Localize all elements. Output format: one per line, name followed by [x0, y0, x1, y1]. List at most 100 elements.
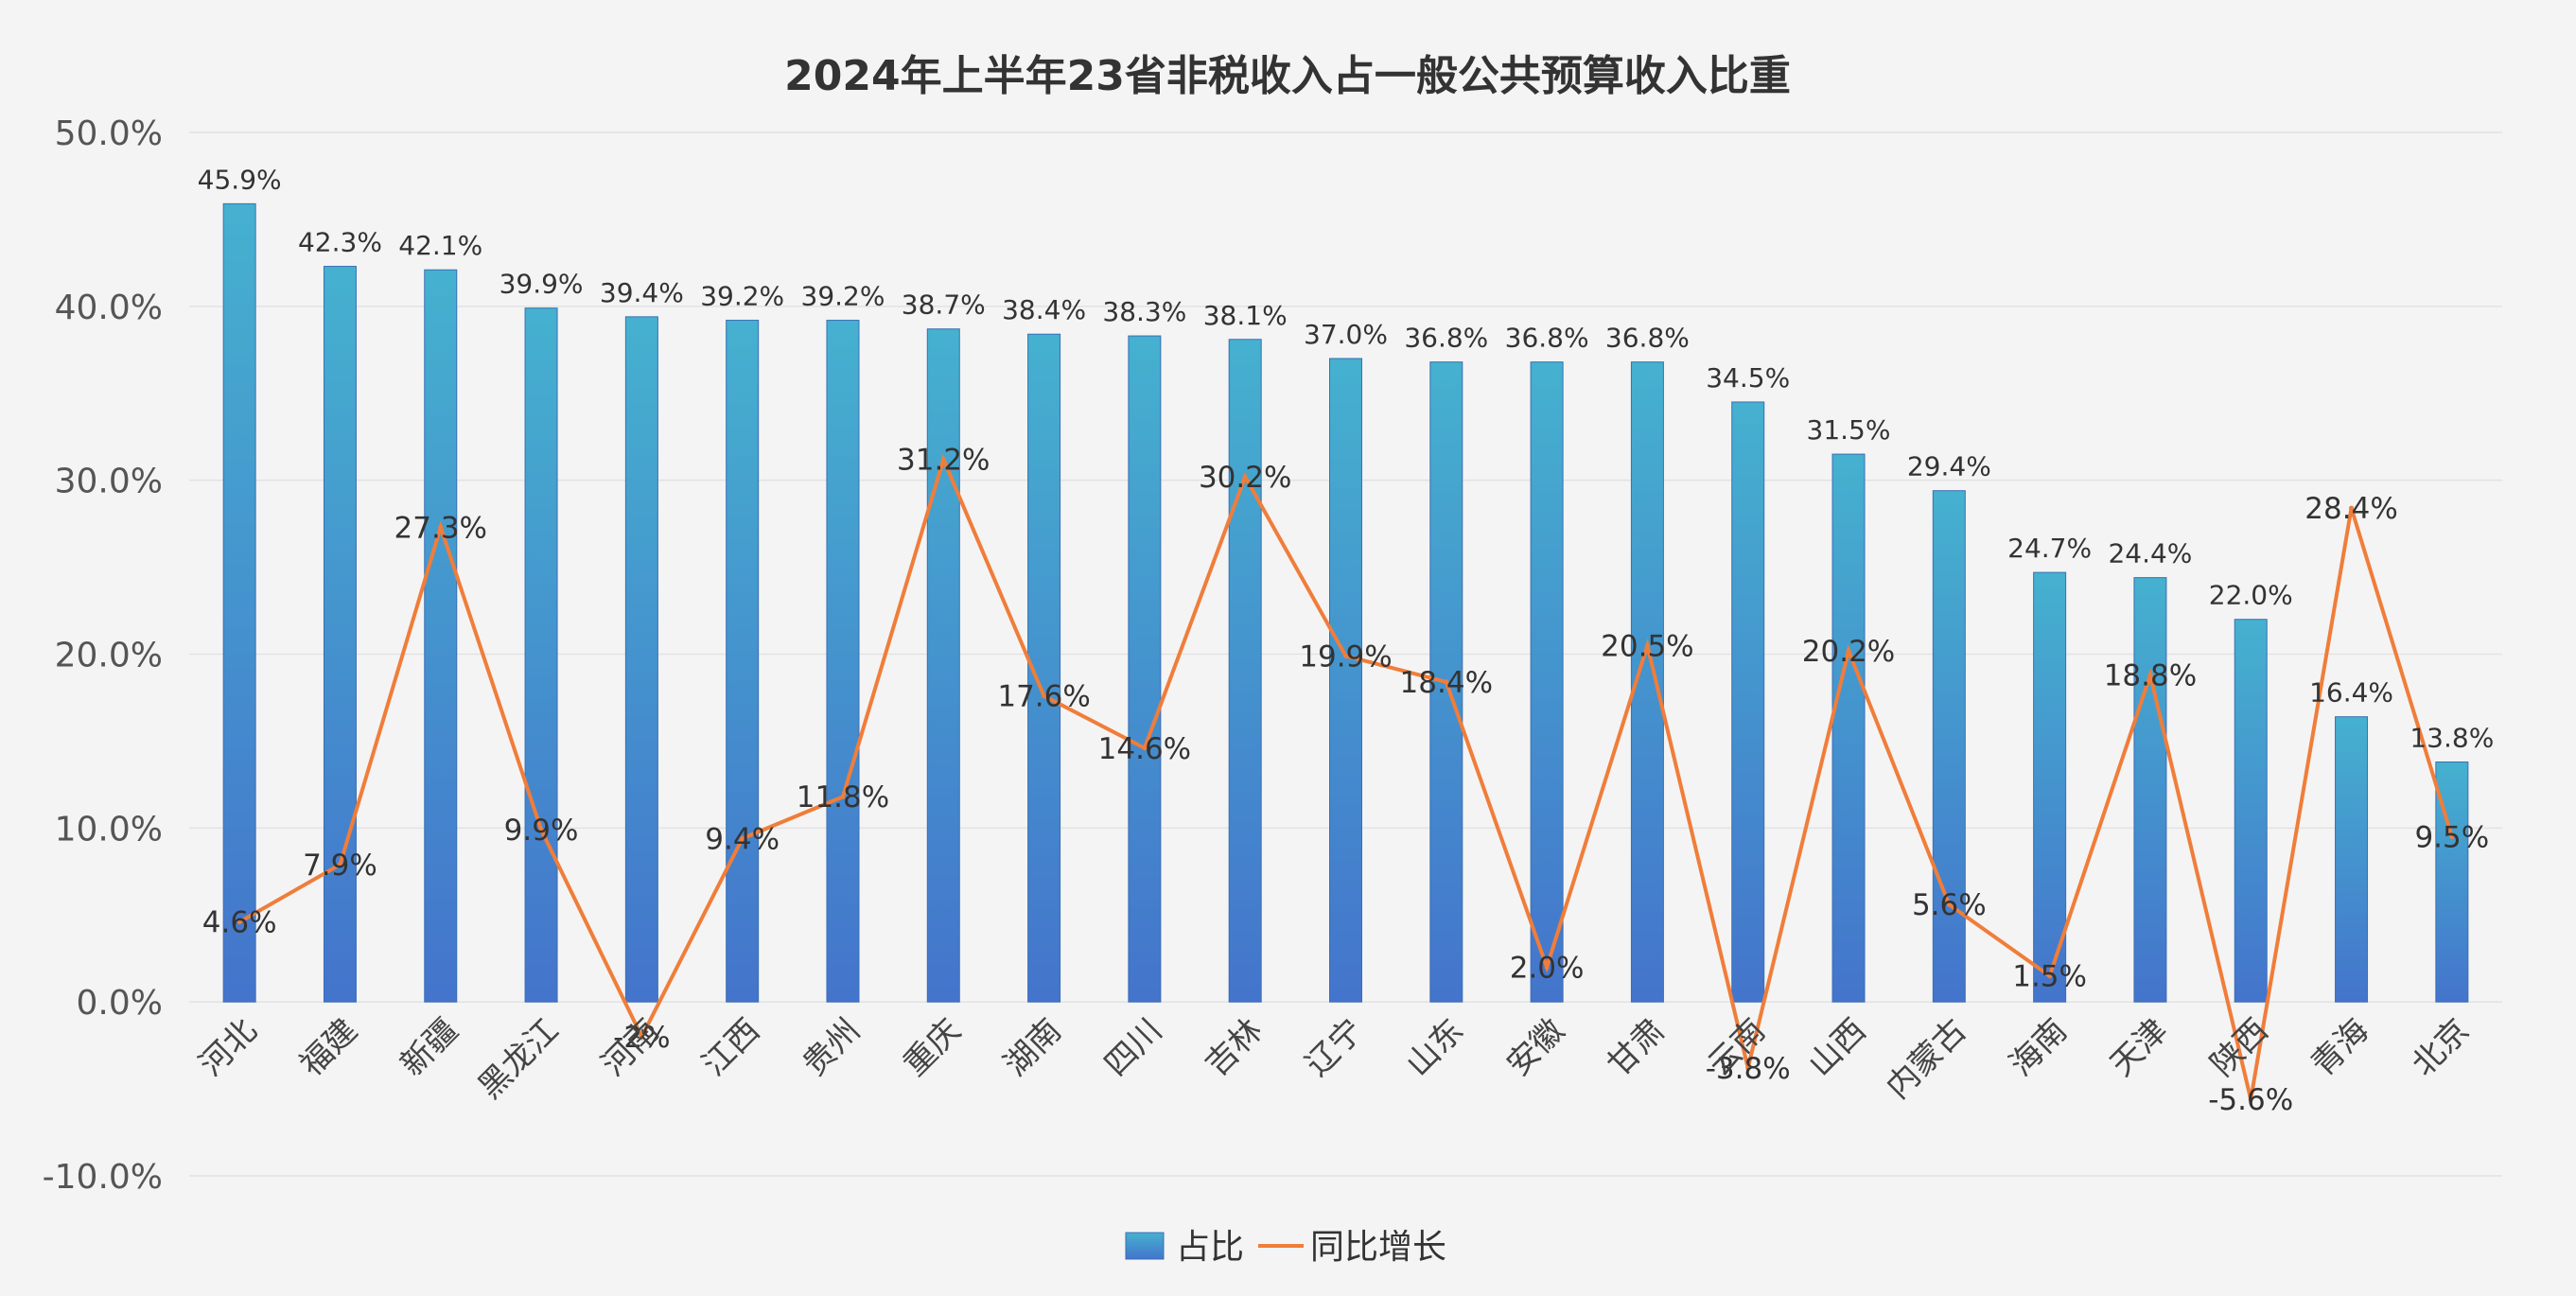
bars — [222, 202, 2469, 1003]
line-data-label: 7.9% — [303, 849, 377, 883]
growth-point — [538, 827, 544, 832]
growth-point — [840, 794, 846, 799]
x-tick-label: 四川 — [1097, 1011, 1169, 1083]
growth-point — [1846, 648, 1851, 654]
x-tick-label: 黑龙江 — [471, 1011, 566, 1106]
bar-data-label: 42.3% — [298, 227, 382, 258]
line-data-label: 18.8% — [2104, 659, 2197, 693]
growth-point — [740, 835, 745, 841]
bar-data-label: 36.8% — [1404, 323, 1488, 354]
growth-point — [438, 524, 444, 530]
bar-data-label: 39.4% — [600, 277, 684, 308]
x-tick-label: 北京 — [2405, 1011, 2477, 1083]
growth-point — [1042, 693, 1047, 699]
y-tick-label: 40.0% — [55, 289, 163, 327]
x-tick-label: 湖南 — [997, 1011, 1069, 1083]
bar-data-label: 16.4% — [2309, 677, 2393, 709]
bar-data-label: 38.3% — [1102, 296, 1186, 327]
bar-data-label: 24.7% — [2007, 533, 2092, 564]
y-tick-label: 10.0% — [55, 810, 163, 849]
bar — [222, 202, 256, 1003]
bar — [826, 320, 860, 1003]
bar-data-label: 38.4% — [1002, 294, 1086, 325]
bar — [2133, 577, 2167, 1003]
bar — [1329, 358, 1362, 1003]
x-tick-label: 内蒙古 — [1879, 1011, 1973, 1106]
bar-data-label: 29.4% — [1907, 451, 1991, 482]
line-data-label: 2.0% — [1510, 951, 1585, 985]
bar — [2335, 716, 2369, 1003]
line-data-label: 19.9% — [1299, 639, 1392, 674]
y-axis-ticks: 50.0% 40.0% 30.0% 20.0% 10.0% 0.0% -10.0% — [43, 114, 163, 1197]
line-data-label: 9.4% — [705, 822, 780, 856]
x-tick-label: 河北 — [192, 1011, 264, 1083]
line-data-label: 9.5% — [2414, 821, 2489, 855]
growth-point — [337, 862, 342, 867]
y-tick-label: -10.0% — [43, 1158, 163, 1197]
bar — [624, 316, 658, 1003]
bar-data-label: 38.1% — [1203, 300, 1288, 331]
y-tick-label: 0.0% — [77, 984, 163, 1023]
y-tick-label: 50.0% — [55, 114, 163, 153]
x-tick-label: 辽宁 — [1298, 1011, 1370, 1083]
bar-data-label: 38.7% — [902, 289, 986, 321]
x-tick-label: 江西 — [695, 1011, 767, 1083]
bar — [1731, 401, 1765, 1003]
y-tick-label: 20.0% — [55, 637, 163, 675]
growth-point — [237, 919, 242, 925]
line-data-label: -5.6% — [2208, 1083, 2293, 1117]
bar-data-label: 39.9% — [499, 269, 584, 300]
growth-point — [2147, 673, 2153, 678]
bar-data-label: 39.2% — [801, 281, 885, 312]
growth-point — [2047, 973, 2053, 979]
bar-data-label: 36.8% — [1505, 323, 1589, 354]
growth-point — [1946, 902, 1952, 907]
bar — [424, 269, 458, 1003]
line-data-label: 20.2% — [1802, 635, 1895, 669]
x-tick-label: 山西 — [1801, 1011, 1873, 1083]
bar — [524, 307, 558, 1003]
line-data-label: -3.8% — [1706, 1052, 1791, 1086]
x-tick-label: 贵州 — [796, 1011, 867, 1083]
bar-labels: 45.9% 42.3% 42.1% 39.9% 39.4% 39.2% 39.2% 38.7%… — [198, 164, 2495, 753]
x-tick-label: 吉林 — [1198, 1011, 1270, 1083]
bar — [726, 320, 760, 1003]
line-data-label: 11.8% — [797, 780, 889, 814]
growth-point — [940, 457, 946, 463]
x-tick-label: 甘肃 — [1600, 1011, 1672, 1083]
growth-point — [1343, 653, 1348, 658]
x-tick-label: 安徽 — [1499, 1011, 1571, 1083]
growth-point — [2349, 505, 2355, 511]
bar — [1228, 339, 1262, 1003]
line-data-label: 17.6% — [997, 680, 1090, 714]
line-data-label: 20.5% — [1601, 629, 1693, 663]
legend: 占比 同比增长 — [1125, 1228, 1446, 1267]
legend-bar-label: 占比 — [1176, 1228, 1244, 1267]
line-data-label: 28.4% — [2304, 492, 2397, 526]
bar-data-label: 39.2% — [700, 281, 784, 312]
line-data-label: 27.3% — [394, 511, 487, 545]
legend-bar-swatch — [1125, 1232, 1165, 1260]
bar — [1128, 335, 1162, 1003]
bar-data-label: 13.8% — [2410, 722, 2494, 753]
line-data-label: 30.2% — [1199, 461, 1291, 495]
growth-point — [2248, 1096, 2253, 1102]
growth-point — [2449, 834, 2455, 840]
x-tick-label: 海南 — [2003, 1011, 2075, 1083]
bar-data-label: 34.5% — [1706, 362, 1790, 394]
x-tick-label: 天津 — [2103, 1011, 2175, 1083]
bar-data-label: 37.0% — [1304, 319, 1388, 350]
growth-point — [1444, 679, 1449, 685]
x-tick-label: 新疆 — [394, 1011, 465, 1083]
bar — [926, 328, 960, 1003]
line-data-label: 9.9% — [504, 814, 579, 848]
line-data-label: 31.2% — [897, 444, 990, 478]
bar-data-label: 45.9% — [198, 164, 282, 195]
bar-data-label: 24.4% — [2108, 538, 2192, 569]
bar-data-label: 36.8% — [1605, 323, 1690, 354]
growth-point — [1644, 642, 1650, 648]
growth-point — [1242, 474, 1248, 480]
legend-line-label: 同比增长 — [1310, 1228, 1446, 1267]
